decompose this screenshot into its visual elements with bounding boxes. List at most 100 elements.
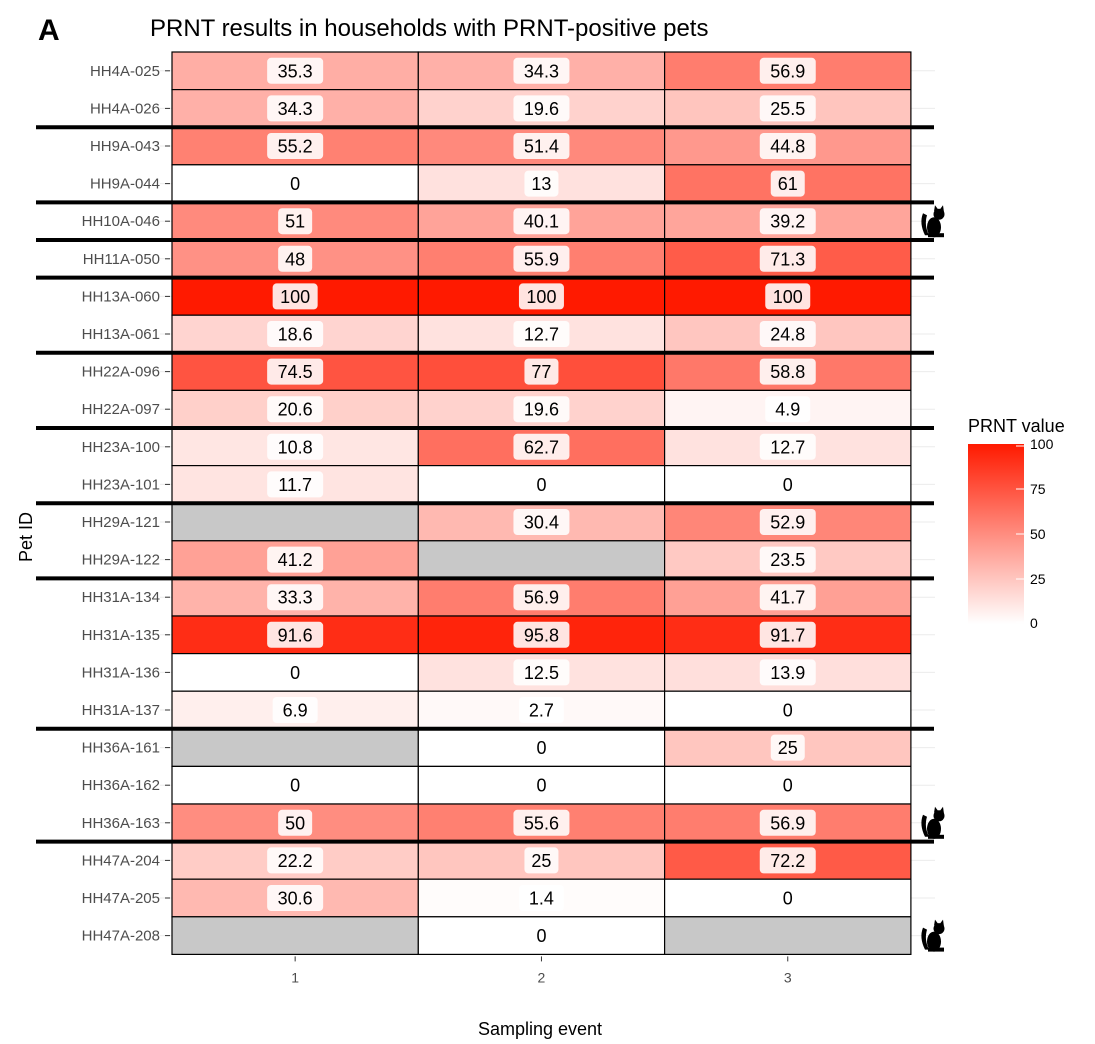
legend-tick-label: 0 [1030, 615, 1038, 631]
y-tick-label: HH31A-134 [82, 589, 160, 606]
cell-label: 6.9 [283, 701, 308, 721]
cell-label-box [529, 922, 553, 949]
y-tick-label: HH13A-060 [82, 288, 160, 305]
cell-label: 0 [783, 889, 793, 909]
cell-label: 56.9 [770, 813, 805, 833]
y-axis-ticks: HH4A-025 HH4A-026 HH9A-043 HH9A-044 HH10A-04… [82, 63, 170, 945]
cell-label-box [529, 471, 553, 498]
cell-label: 0 [536, 475, 546, 495]
cell-label: 95.8 [524, 625, 559, 645]
cell-label-box [765, 396, 811, 423]
cell-label: 100 [526, 287, 556, 307]
cell-label: 1.4 [529, 889, 554, 909]
cell-label-box [770, 734, 805, 761]
cell-label: 12.7 [770, 437, 805, 457]
cell-label: 13.9 [770, 663, 805, 683]
cell-label: 0 [536, 926, 546, 946]
cell-label: 19.6 [524, 400, 559, 420]
cell-label: 25 [531, 851, 551, 871]
cell-label-box [759, 659, 816, 686]
cell-label-box [267, 546, 324, 573]
cell-label-box [759, 433, 816, 460]
cell-label-box [283, 772, 307, 799]
cell-label-box [278, 809, 313, 836]
cell-label: 0 [290, 776, 300, 796]
cell-label-box [524, 847, 559, 874]
cell-label-box [513, 321, 570, 347]
legend-title: PRNT value [968, 416, 1065, 436]
cell-label: 55.2 [278, 137, 313, 157]
panel-label: A [38, 14, 60, 47]
heatmap-cell [663, 916, 912, 955]
cell-label: 56.9 [770, 61, 805, 81]
y-tick-label: HH22A-096 [82, 364, 160, 381]
y-tick-label: HH22A-097 [82, 401, 160, 418]
cell-label: 33.3 [278, 588, 313, 608]
cell-label: 39.2 [770, 212, 805, 232]
cell-label-box [759, 847, 816, 874]
cell-label-box [770, 170, 805, 197]
cell-label: 44.8 [770, 137, 805, 157]
y-tick-label: HH23A-100 [82, 439, 160, 456]
cell-label-box [272, 697, 318, 723]
cell-label-box [513, 245, 570, 272]
cell-label: 0 [536, 776, 546, 796]
x-tick-label: 2 [538, 969, 546, 985]
heatmap-cell [171, 916, 419, 955]
cell-label: 74.5 [278, 362, 313, 382]
cell-label: 0 [783, 701, 793, 721]
y-tick-label: HH47A-205 [82, 890, 160, 907]
cell-label-box [513, 396, 570, 423]
cell-label: 25 [778, 738, 798, 758]
y-tick-label: HH4A-025 [90, 63, 160, 80]
chart-title: PRNT results in households with PRNT-pos… [150, 15, 708, 42]
cell-label: 24.8 [770, 325, 805, 345]
cell-label-box [759, 57, 816, 84]
y-tick-label: HH36A-162 [82, 777, 160, 794]
cell-label: 30.6 [278, 889, 313, 909]
cell-label: 50 [285, 813, 305, 833]
cell-label: 58.8 [770, 362, 805, 382]
cell-label: 13 [531, 174, 551, 194]
cell-label: 48 [285, 249, 305, 269]
cell-label: 71.3 [770, 249, 805, 269]
cell-label-box [267, 358, 324, 385]
cat-icons [921, 205, 945, 952]
cell-label: 19.6 [524, 99, 559, 119]
cell-label-box [267, 57, 324, 84]
cell-label-box [272, 283, 318, 310]
x-tick-label: 1 [291, 969, 299, 985]
cell-label-box [529, 734, 553, 761]
cell-label: 55.9 [524, 249, 559, 269]
cell-label: 91.7 [770, 625, 805, 645]
y-tick-label: HH4A-026 [90, 100, 160, 117]
cell-label: 4.9 [775, 400, 800, 420]
cell-label: 18.6 [278, 325, 313, 345]
y-tick-label: HH29A-122 [82, 552, 160, 569]
cell-label-box [759, 546, 816, 573]
y-tick-label: HH10A-046 [82, 213, 160, 230]
x-axis-ticks: 1 2 3 [291, 956, 792, 985]
heatmap-cell [417, 540, 666, 579]
cell-label: 55.6 [524, 813, 559, 833]
y-tick-label: HH23A-101 [82, 476, 160, 493]
cell-label-box [518, 885, 564, 911]
cell-label-box [267, 133, 324, 159]
cell-label-box [283, 170, 307, 197]
cell-label-box [513, 659, 570, 686]
cell-label: 22.2 [278, 851, 313, 871]
cell-label: 52.9 [770, 513, 805, 533]
cell-label: 11.7 [278, 475, 312, 495]
y-tick-label: HH9A-044 [90, 176, 160, 193]
cell-label-box [513, 208, 570, 235]
x-axis-title: Sampling event [478, 1019, 602, 1039]
y-tick-label: HH11A-050 [83, 251, 160, 268]
cell-label: 20.6 [278, 400, 313, 420]
cell-label-box [267, 433, 324, 460]
x-tick-label: 3 [784, 969, 792, 985]
heatmap-cell [171, 502, 419, 542]
cell-label-box [518, 697, 564, 723]
cell-label-box [524, 170, 559, 197]
cell-label-box [759, 245, 816, 272]
